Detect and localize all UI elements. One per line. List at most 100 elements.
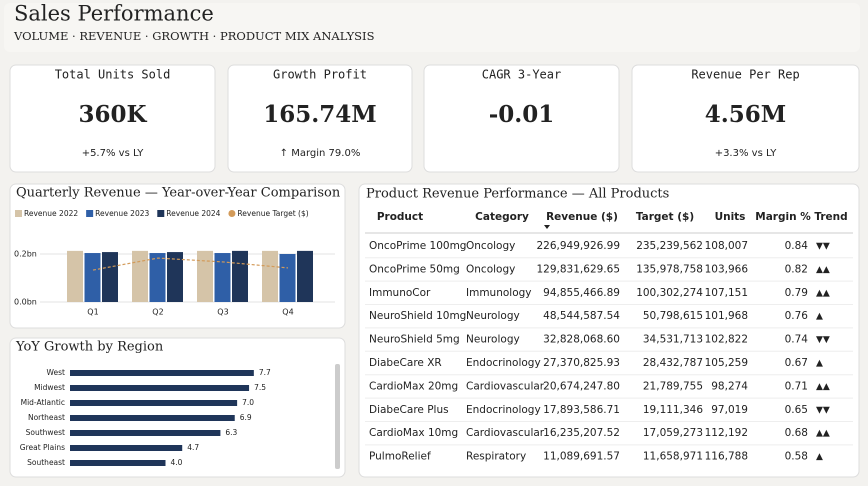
column-header[interactable]: Category: [475, 211, 529, 223]
cell: 97,019: [711, 404, 748, 416]
table-title: Product Revenue Performance — All Produc…: [366, 187, 669, 202]
column-header[interactable]: Units: [715, 211, 746, 223]
cell: OncoPrime 100mg: [369, 240, 466, 252]
cell: 50,798,615: [643, 310, 703, 322]
kpi-value: -0.01: [489, 101, 555, 128]
legend-swatch: [157, 210, 165, 217]
kpi-card: [423, 64, 620, 173]
value-label: 4.7: [187, 443, 199, 452]
cell: Endocrinology: [466, 357, 541, 369]
column-header[interactable]: Margin %: [755, 211, 811, 223]
bar: [70, 415, 235, 421]
kpi-value: 4.56M: [705, 101, 786, 128]
cell: DiabeCare Plus: [369, 404, 449, 416]
cell: 0.71: [785, 380, 808, 392]
value-label: 7.7: [259, 368, 271, 377]
cell: 16,235,207.52: [543, 427, 620, 439]
kpi-value: 360K: [78, 101, 147, 128]
cell: 101,968: [705, 310, 748, 322]
trend: ▼▼: [816, 242, 830, 252]
region-label: Southeast: [27, 458, 65, 467]
cell: Immunology: [466, 287, 532, 299]
cell: 135,978,758: [636, 263, 703, 275]
cell: 28,432,787: [643, 357, 703, 369]
kpi-value: 165.74M: [263, 101, 376, 128]
cell: ImmunoCor: [369, 287, 431, 299]
y-tick-label: 0.0bn: [14, 298, 37, 307]
bar: [102, 252, 118, 302]
cell: 0.84: [785, 240, 809, 252]
trend: ▼▼: [816, 335, 830, 345]
cell: 27,370,825.93: [543, 357, 620, 369]
cell: 20,674,247.80: [543, 380, 620, 392]
kpi-label: CAGR 3-Year: [482, 68, 561, 82]
kpi-label: Revenue Per Rep: [691, 68, 799, 82]
trend: ▲▲: [816, 382, 830, 392]
legend-swatch: [86, 210, 94, 217]
header-card: [4, 3, 860, 52]
cell: Cardiovascular: [466, 380, 545, 392]
cell: OncoPrime 50mg: [369, 263, 460, 275]
column-header[interactable]: Revenue ($): [546, 211, 618, 223]
cell: NeuroShield 10mg: [369, 310, 466, 322]
cell: DiabeCare XR: [369, 357, 442, 369]
cell: 102,822: [705, 334, 748, 346]
cell: 0.82: [785, 263, 808, 275]
bar: [132, 250, 148, 302]
cell: CardioMax 20mg: [369, 380, 458, 392]
column-header[interactable]: Product: [377, 211, 423, 223]
cell: 0.67: [785, 357, 808, 369]
region-label: Mid-Atlantic: [21, 398, 65, 407]
cell: 0.58: [785, 451, 808, 463]
subtitle: VOLUME · REVENUE · GROWTH · PRODUCT MIX …: [13, 29, 375, 43]
legend-swatch: [228, 210, 236, 217]
cell: 0.79: [785, 287, 808, 299]
bar: [197, 250, 213, 302]
legend-label: Revenue 2024: [166, 209, 220, 218]
bar: [70, 445, 183, 451]
region-label: Southwest: [26, 428, 65, 437]
region-label: Midwest: [34, 383, 65, 392]
cell: 0.68: [785, 427, 808, 439]
cell: 116,788: [705, 451, 748, 463]
kpi-label: Growth Profit: [273, 68, 367, 82]
value-label: 6.9: [240, 413, 252, 422]
legend-label: Revenue 2023: [95, 209, 149, 218]
bar: [70, 460, 166, 466]
cell: 105,259: [705, 357, 748, 369]
cell: 48,544,587.54: [543, 310, 620, 322]
bar: [70, 385, 250, 391]
value-label: 7.0: [242, 398, 254, 407]
cell: 94,855,466.89: [543, 287, 620, 299]
value-label: 4.0: [171, 458, 183, 467]
region-label: West: [47, 368, 65, 377]
cell: Respiratory: [466, 451, 526, 463]
bar: [70, 400, 238, 406]
cell: 21,789,755: [643, 380, 703, 392]
cell: 0.76: [785, 310, 809, 322]
cell: 129,831,629.65: [537, 263, 621, 275]
trend: ▲: [816, 359, 823, 369]
cell: CardioMax 10mg: [369, 427, 458, 439]
cell: 11,658,971: [643, 451, 703, 463]
cell: 112,192: [705, 427, 748, 439]
cell: 98,274: [711, 380, 748, 392]
column-header[interactable]: Target ($): [636, 211, 694, 223]
scrollbar[interactable]: [335, 364, 340, 469]
cell: 100,302,274: [636, 287, 703, 299]
bar: [214, 253, 231, 302]
cell: 32,828,068.60: [543, 334, 620, 346]
kpi-card: [631, 64, 860, 173]
kpi-card: [227, 64, 413, 173]
cell: 11,089,691.57: [543, 451, 620, 463]
trend: ▼▼: [816, 405, 830, 415]
trend: ▲▲: [816, 288, 830, 298]
cell: Endocrinology: [466, 404, 541, 416]
column-header[interactable]: Trend: [814, 211, 847, 223]
kpi-note: ↑ Margin 79.0%: [280, 148, 361, 159]
region-title: YoY Growth by Region: [15, 340, 164, 355]
y-tick-label: 0.2bn: [14, 250, 37, 259]
cell: 226,949,926.99: [537, 240, 621, 252]
bar: [262, 250, 278, 302]
bar: [297, 250, 313, 302]
